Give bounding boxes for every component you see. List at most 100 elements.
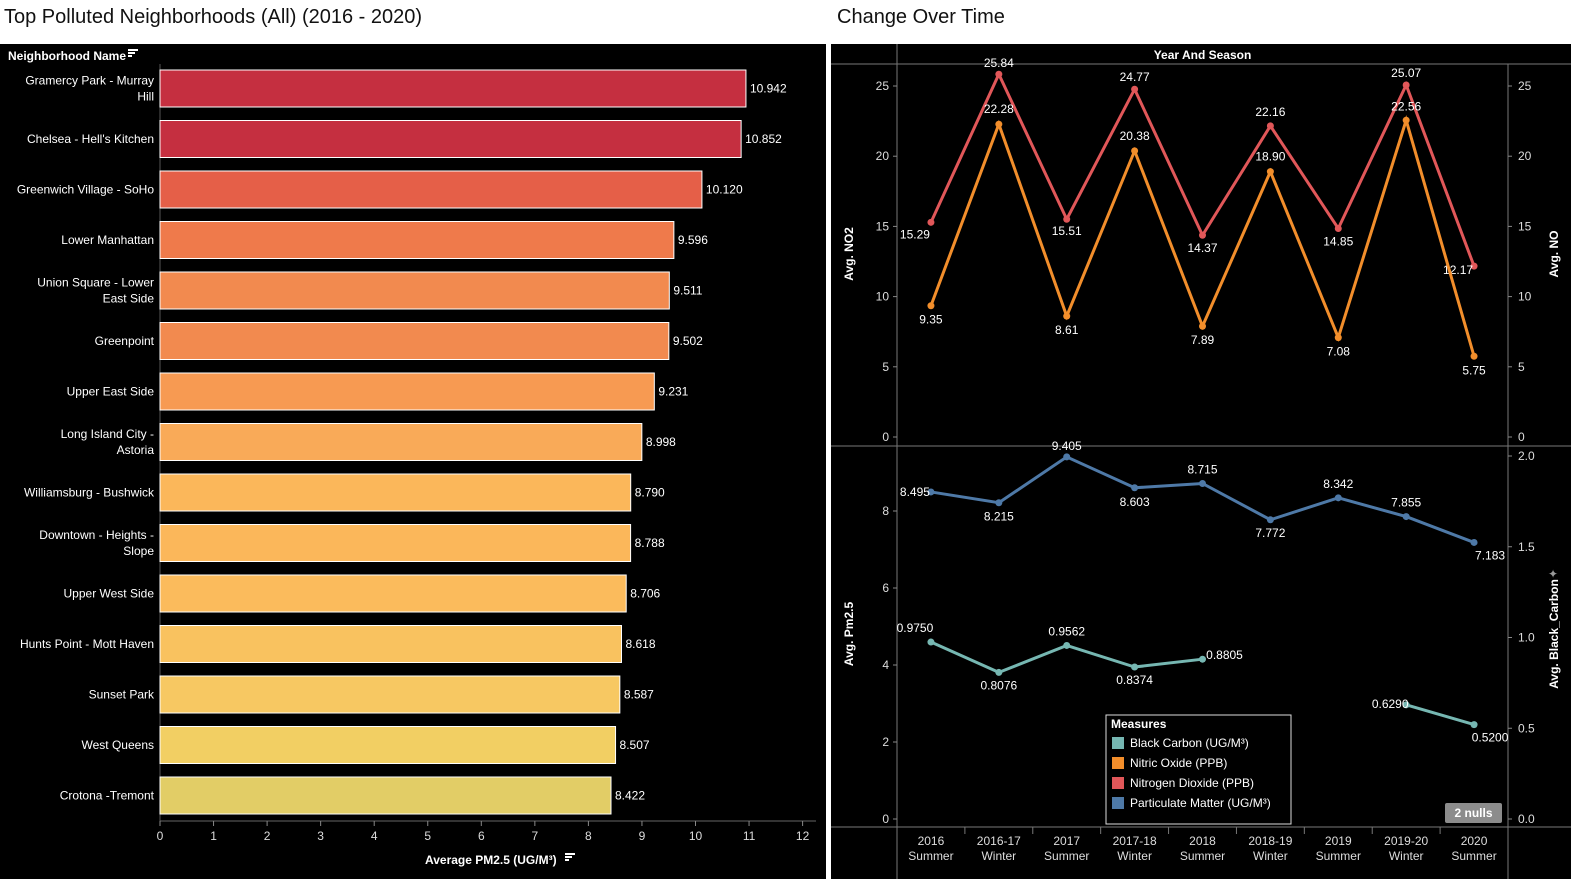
y-tick-label-left: 4 [882, 658, 889, 672]
y-tick-label-right: 0.0 [1518, 812, 1535, 826]
category-label: Greenwich Village - SoHo [17, 183, 155, 197]
legend-label: Nitric Oxide (PPB) [1130, 756, 1227, 770]
data-label: 0.6290 [1372, 697, 1409, 711]
data-point [1402, 513, 1410, 521]
data-point [1402, 81, 1410, 89]
data-label: 8.715 [1187, 462, 1217, 476]
y-tick-label-left: 6 [882, 581, 889, 595]
nulls-badge[interactable]: 2 nulls [1445, 803, 1502, 823]
data-label: 7.855 [1391, 496, 1421, 510]
category-label-line: Slope [123, 544, 154, 558]
data-label: 7.08 [1327, 345, 1351, 359]
x-tick-label-season: Winter [1389, 849, 1424, 863]
category-label: Upper West Side [64, 587, 155, 601]
category-label-line: Astoria [117, 443, 155, 457]
bar [159, 473, 632, 512]
legend-label: Particulate Matter (UG/M³) [1130, 796, 1271, 810]
x-tick-label-year: 2016-17 [977, 834, 1021, 848]
legend-swatch [1112, 777, 1124, 789]
x-tick-label: 7 [532, 829, 539, 843]
data-point [927, 488, 935, 496]
data-point [1402, 116, 1410, 124]
category-label-line: Gramercy Park - Murray [25, 74, 154, 88]
bar-value-label: 10.120 [706, 183, 743, 197]
y-tick-label-right: 1.5 [1518, 540, 1535, 554]
row-header-label: Neighborhood Name [8, 49, 126, 63]
category-label: Chelsea - Hell's Kitchen [27, 132, 154, 146]
data-point [927, 638, 935, 646]
category-label: Upper East Side [67, 385, 155, 399]
y-tick-label-left: 5 [882, 360, 889, 374]
data-label: 22.28 [984, 102, 1014, 116]
data-point [1063, 641, 1071, 649]
x-tick-label: 10 [689, 829, 703, 843]
bar-value-label: 8.422 [615, 789, 645, 803]
category-label-line: Greenpoint [95, 334, 155, 348]
data-label: 0.8374 [1116, 673, 1153, 687]
data-label: 0.8076 [980, 678, 1017, 692]
data-label: 5.75 [1462, 363, 1486, 377]
category-label: West Queens [82, 738, 154, 752]
data-label: 8.603 [1120, 495, 1150, 509]
data-point [1334, 225, 1342, 233]
bar [159, 120, 742, 158]
x-tick-label-season: Summer [1316, 849, 1361, 863]
legend-label: Black Carbon (UG/M³) [1130, 736, 1249, 750]
bar [159, 574, 627, 613]
data-label: 20.38 [1120, 129, 1150, 143]
x-tick-label: 4 [371, 829, 378, 843]
data-label: 7.183 [1475, 548, 1505, 562]
data-point [1334, 494, 1342, 502]
data-label: 25.07 [1391, 66, 1421, 80]
category-label-line: Upper East Side [67, 385, 155, 399]
x-tick-label: 9 [639, 829, 646, 843]
category-label: Greenpoint [95, 334, 155, 348]
data-point [1470, 352, 1478, 360]
bar [159, 69, 747, 108]
data-label: 15.29 [900, 227, 930, 241]
y-axis-title-right: Avg. NO [1547, 231, 1561, 278]
category-label: Gramercy Park - Murray Hill [25, 74, 154, 104]
y-tick-label-right: 0.5 [1518, 721, 1535, 735]
bar [159, 726, 617, 764]
bar [159, 423, 643, 461]
x-tick-label-season: Winter [981, 849, 1016, 863]
bar [159, 524, 632, 562]
data-label: 7.772 [1255, 526, 1285, 540]
data-point [1063, 453, 1071, 461]
bar [159, 625, 622, 663]
left-chart-title: Top Polluted Neighborhoods (All) (2016 -… [4, 6, 423, 28]
data-point [1131, 85, 1139, 93]
category-label-line: Hunts Point - Mott Haven [20, 637, 154, 651]
sort-icon-bar [565, 856, 572, 858]
data-label: 8.215 [984, 510, 1014, 524]
category-label: Long Island City - Astoria [61, 427, 155, 457]
data-label: 0.8805 [1206, 648, 1243, 662]
y-tick-label-right: 0 [1518, 430, 1525, 444]
data-label: 9.35 [919, 313, 943, 327]
legend: Measures Black Carbon (UG/M³) Nitric Oxide… [1105, 714, 1292, 825]
x-tick-label-year: 2019-20 [1384, 834, 1428, 848]
data-point [1199, 655, 1206, 663]
y-tick-label-left: 2 [882, 735, 889, 749]
category-label: Lower Manhattan [61, 233, 154, 247]
sort-icon-bar [565, 859, 569, 861]
data-label: 8.495 [900, 485, 930, 499]
data-point [1266, 122, 1274, 130]
data-point [995, 70, 1003, 78]
category-label-line: Sunset Park [89, 688, 155, 702]
y-tick-label-left: 20 [876, 149, 890, 163]
x-tick-label: 2 [264, 829, 271, 843]
data-label: 0.9562 [1048, 624, 1085, 638]
bar [159, 221, 675, 259]
data-label: 9.405 [1052, 439, 1082, 453]
bar-value-label: 10.852 [745, 132, 782, 146]
bar-value-label: 8.618 [625, 637, 655, 651]
category-label-line: Crotona -Tremont [60, 789, 155, 803]
sort-icon-bar [128, 55, 132, 57]
data-point [927, 218, 935, 226]
bar-value-label: 9.231 [658, 385, 688, 399]
x-tick-label-year: 2020 [1461, 834, 1488, 848]
data-label: 25.84 [984, 56, 1014, 70]
